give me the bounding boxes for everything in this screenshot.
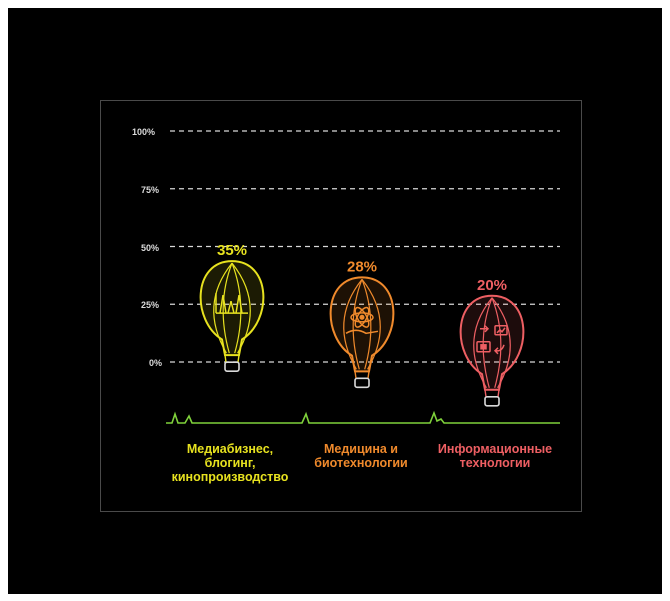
value-label-media: 35% (217, 242, 247, 259)
balloon-basket (354, 377, 370, 389)
value-label-it: 20% (477, 277, 507, 294)
balloon-it (459, 294, 525, 407)
balloon-rope (497, 389, 500, 397)
y-tick-label: 75% (141, 185, 159, 195)
balloon-rope (224, 355, 227, 363)
category-label-line: биотехнологии (314, 456, 408, 470)
category-label-line: Медицина и (323, 442, 398, 456)
balloon-basket (484, 395, 500, 407)
value-labels: 35% 28% 20% (217, 242, 507, 294)
category-label-medicine: Медицина и биотехнологии (296, 442, 426, 470)
y-axis-ticks: 100% 75% 50% 25% 0% (132, 127, 162, 368)
baseline-line (166, 410, 560, 424)
balloon-gore-line (352, 279, 363, 370)
y-tick-label: 25% (141, 300, 159, 310)
balloon-gore-line (361, 279, 372, 370)
y-tick-label: 50% (141, 243, 159, 253)
balloon-rope (367, 371, 370, 379)
y-tick-label: 0% (149, 358, 162, 368)
balloon-gore-line (222, 262, 233, 354)
balloon-gore-line (213, 262, 233, 354)
balloon-medicine (329, 276, 395, 389)
y-tick-label: 100% (132, 127, 155, 137)
balloon-basket (224, 361, 240, 372)
category-label-line: кинопроизводство (171, 470, 289, 484)
balloon-gore-line (491, 297, 502, 388)
balloon-rope (237, 355, 240, 363)
balloon-media (199, 260, 265, 372)
chart-panel (100, 100, 582, 512)
grid-layer (170, 130, 560, 363)
balloon-rope (354, 371, 357, 379)
balloon-gore-line (231, 262, 251, 354)
workflow-icon (476, 325, 508, 355)
balloon-layer (199, 260, 525, 407)
category-label-line: блогинг, (204, 456, 256, 470)
category-label-line: Информационные (437, 442, 553, 456)
balloon-gore-line (491, 297, 511, 389)
balloon-rope (484, 389, 487, 397)
value-label-medicine: 28% (347, 258, 377, 275)
category-label-it: Информационные технологии (420, 442, 570, 470)
balloon-envelope (459, 294, 525, 391)
category-label-line: Медиабизнес, (186, 442, 274, 456)
bar-chart-icon (215, 293, 248, 314)
balloon-gore-line (473, 297, 493, 389)
balloon-gore-line (361, 278, 381, 370)
balloon-gore-line (343, 278, 363, 370)
category-label-line: технологии (459, 456, 531, 470)
atom-icon (345, 306, 379, 335)
category-label-media: Медиабизнес, блогинг, кинопроизводство (148, 442, 312, 484)
